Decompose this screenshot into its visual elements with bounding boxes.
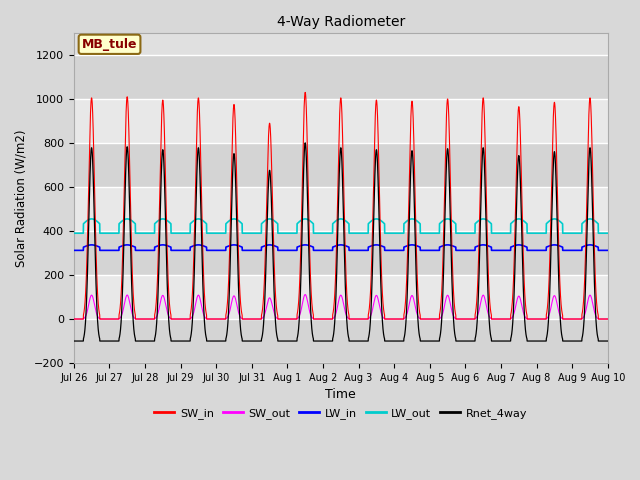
- X-axis label: Time: Time: [325, 388, 356, 401]
- Bar: [74, 99, 608, 143]
- Bar: [74, 275, 608, 319]
- Bar: [74, 187, 608, 231]
- Title: 4-Way Radiometer: 4-Way Radiometer: [276, 15, 405, 29]
- Bar: [74, 55, 608, 99]
- Legend: SW_in, SW_out, LW_in, LW_out, Rnet_4way: SW_in, SW_out, LW_in, LW_out, Rnet_4way: [150, 404, 532, 423]
- Text: MB_tule: MB_tule: [82, 38, 138, 51]
- Bar: [74, 319, 608, 363]
- Bar: [74, 143, 608, 187]
- Y-axis label: Solar Radiation (W/m2): Solar Radiation (W/m2): [15, 129, 28, 267]
- Bar: [74, 231, 608, 275]
